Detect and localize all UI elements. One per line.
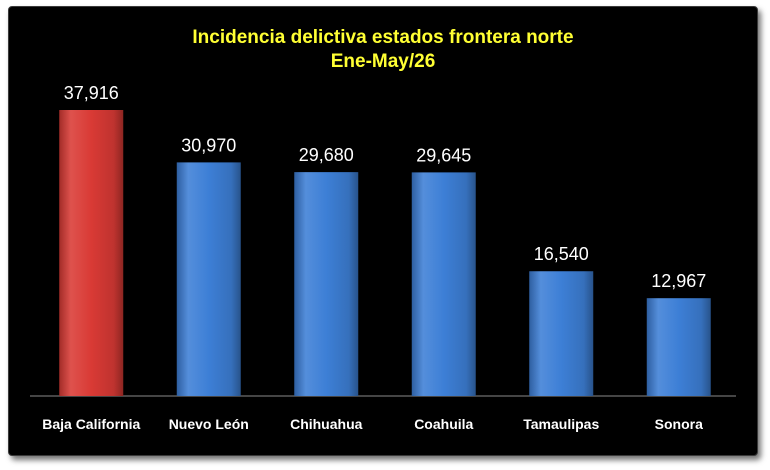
category-label: Chihuahua (290, 416, 363, 432)
category-label: Coahuila (414, 416, 473, 432)
bar-coahuila (411, 172, 476, 396)
bars-group (59, 110, 711, 396)
data-label: 12,967 (651, 271, 706, 291)
data-label: 29,645 (416, 145, 471, 165)
data-label: 29,680 (299, 145, 354, 165)
data-label: 30,970 (181, 135, 236, 155)
data-label: 16,540 (534, 244, 589, 264)
bar-nuevo-le-n (176, 162, 241, 396)
category-label: Nuevo León (169, 416, 249, 432)
chart-frame: Incidencia delictiva estados frontera no… (8, 6, 758, 456)
bar-tamaulipas (529, 271, 594, 396)
data-label: 37,916 (64, 83, 119, 103)
category-label: Tamaulipas (523, 416, 599, 432)
labels-group: 37,916 Baja California 30,970 Nuevo León 29,… (42, 83, 706, 432)
bar-baja-california (59, 110, 124, 396)
category-label: Baja California (42, 416, 140, 432)
category-label: Sonora (655, 416, 703, 432)
bar-chihuahua (294, 172, 359, 396)
chart-subtitle: Ene-May/26 (330, 51, 436, 72)
bar-sonora (646, 298, 711, 396)
chart-title: Incidencia delictiva estados frontera no… (192, 27, 574, 48)
